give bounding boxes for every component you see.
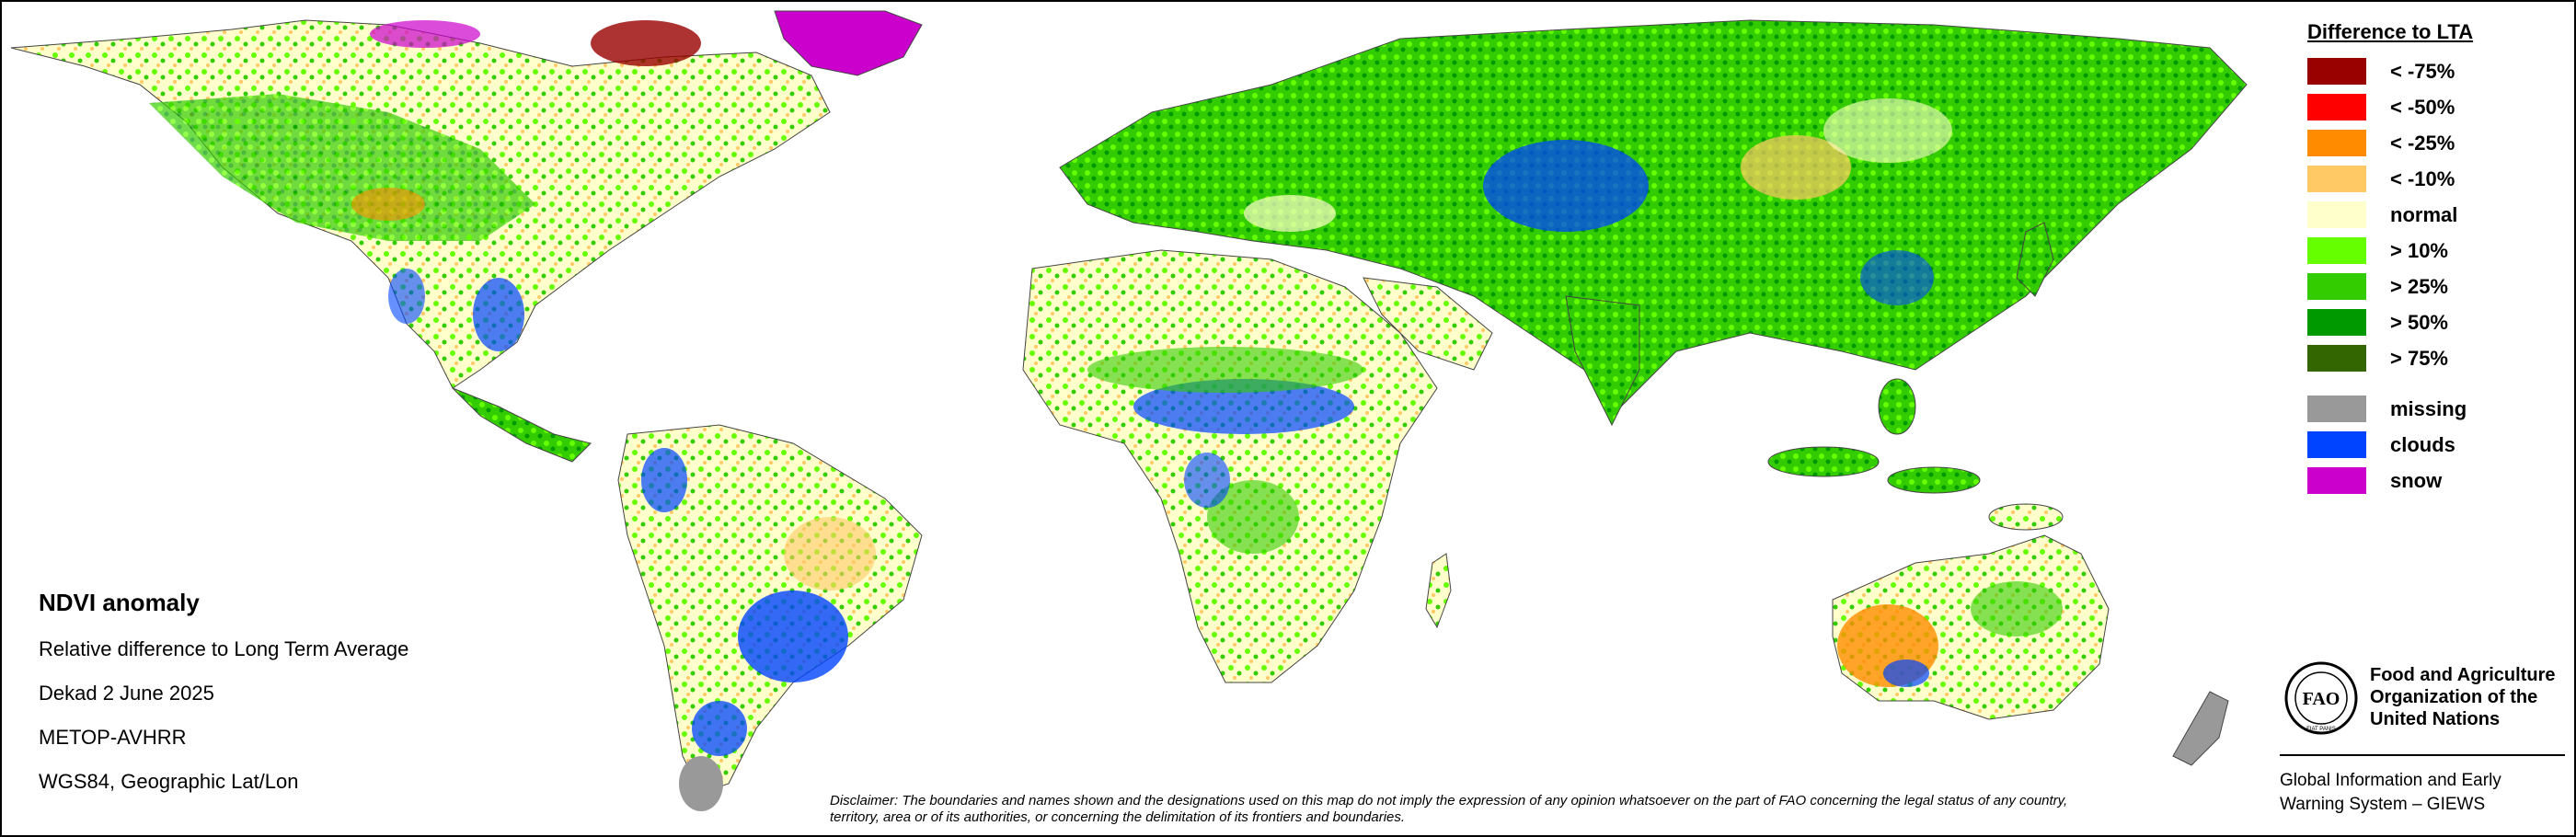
legend-label: > 50%: [2390, 310, 2448, 334]
madagascar-landmass: [1425, 553, 1452, 629]
giews-name: Global Information and Early Warning Sys…: [2280, 771, 2501, 814]
greenland-landmass: [774, 10, 923, 76]
legend-swatch: [2307, 130, 2366, 156]
japan-landmass: [2016, 222, 2054, 297]
legend-label: clouds: [2390, 432, 2455, 456]
fao-logo-icon: FAO FIAT PANIS: [2284, 661, 2358, 735]
legend-swatch: [2307, 309, 2366, 336]
legend-item: normal: [2307, 197, 2556, 233]
legend-label: > 75%: [2390, 346, 2448, 370]
map-title: NDVI anomaly: [39, 589, 200, 616]
legend-label: < -50%: [2390, 95, 2455, 119]
africa-landmass: [1022, 249, 1438, 683]
map-date: Dekad 2 June 2025: [39, 682, 214, 705]
legend-item: > 50%: [2307, 304, 2556, 340]
legend-items: < -75% < -50% < -25% < -10% normal > 10% > 25%…: [2307, 53, 2556, 376]
disclaimer: Disclaimer: The boundaries and names sho…: [830, 793, 2068, 825]
legend-label: < -10%: [2390, 166, 2455, 190]
legend-item: missing: [2307, 391, 2556, 427]
australia-landmass: [1832, 534, 2110, 720]
map-sensor: METOP-AVHRR: [39, 726, 187, 749]
india-landmass: [1565, 295, 1640, 427]
new-zealand-landmass: [2172, 691, 2229, 766]
legend-swatch: [2307, 58, 2366, 85]
legend-item: > 25%: [2307, 269, 2556, 304]
south-america-landmass: [617, 424, 923, 811]
north-america-landmass: [10, 19, 831, 389]
legend-swatch: [2307, 237, 2366, 264]
legend-item: < -75%: [2307, 53, 2556, 89]
legend-swatch: [2307, 166, 2366, 192]
southeast-asia-islands: [1767, 378, 2064, 531]
legend-extra-items: missing clouds snow: [2307, 391, 2556, 499]
arabia-landmass: [1363, 277, 1493, 371]
legend-title: Difference to LTA: [2307, 20, 2474, 43]
legend-label: > 10%: [2390, 238, 2448, 262]
legend-item: < -10%: [2307, 161, 2556, 197]
legend-label: snow: [2390, 468, 2443, 492]
legend-item: < -50%: [2307, 89, 2556, 125]
legend: Difference to LTA < -75% < -50% < -25% < -1…: [2307, 20, 2556, 499]
svg-text:FAO: FAO: [2303, 689, 2340, 709]
svg-text:FIAT PANIS: FIAT PANIS: [2306, 727, 2336, 732]
legend-label: > 25%: [2390, 274, 2448, 298]
eurasia-landmass: [1059, 19, 2248, 407]
legend-swatch: [2307, 467, 2366, 494]
legend-item: < -25%: [2307, 125, 2556, 161]
map-info: NDVI anomaly Relative difference to Long…: [39, 589, 408, 794]
divider: [2280, 754, 2565, 756]
legend-swatch: [2307, 94, 2366, 120]
map-subtitle: Relative difference to Long Term Average: [39, 637, 409, 660]
legend-item: clouds: [2307, 427, 2556, 463]
legend-item: snow: [2307, 463, 2556, 499]
legend-item: > 75%: [2307, 340, 2556, 376]
map-projection: WGS84, Geographic Lat/Lon: [39, 770, 299, 793]
legend-swatch: [2307, 201, 2366, 228]
fao-name: Food and Agriculture Organization of the…: [2370, 665, 2556, 729]
legend-label: < -25%: [2390, 131, 2455, 155]
central-america-landmass: [452, 387, 592, 463]
legend-item: > 10%: [2307, 233, 2556, 269]
legend-swatch: [2307, 431, 2366, 458]
legend-swatch: [2307, 345, 2366, 372]
legend-swatch: [2307, 273, 2366, 300]
legend-label: missing: [2390, 396, 2467, 420]
legend-label: < -75%: [2390, 59, 2455, 83]
legend-label: normal: [2390, 202, 2458, 226]
legend-swatch: [2307, 396, 2366, 422]
